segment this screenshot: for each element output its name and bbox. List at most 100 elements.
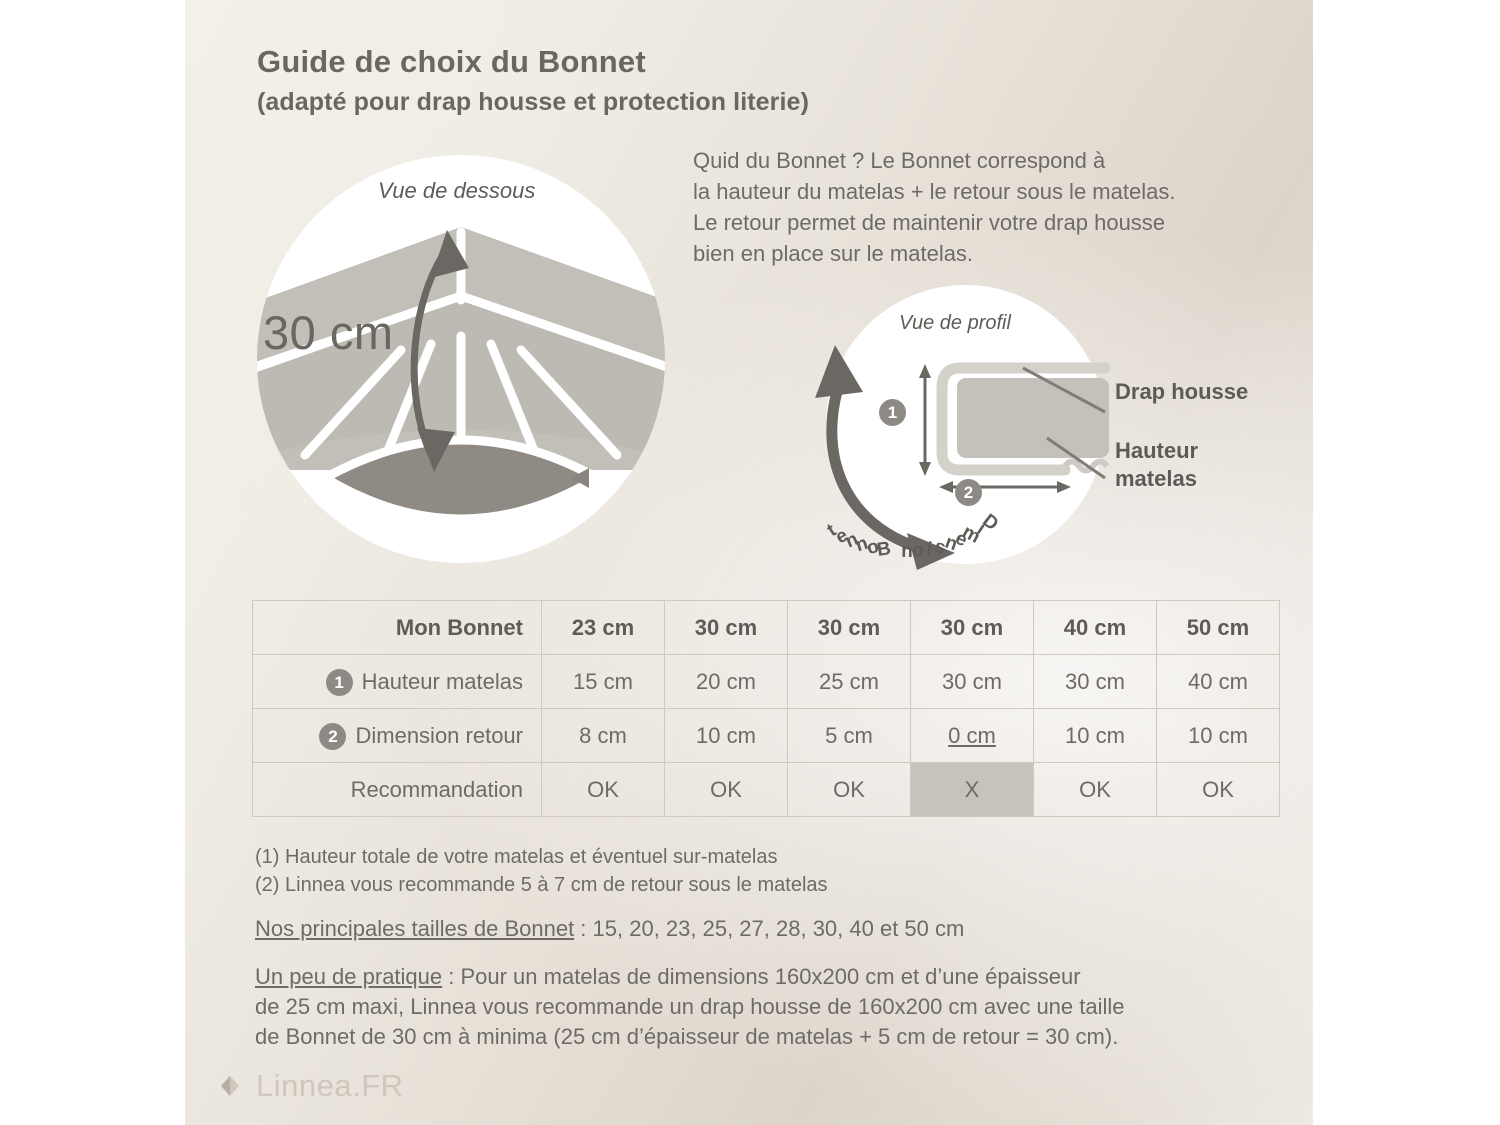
table-row: 1 Hauteur matelas 15 cm 20 cm 25 cm 30 cm 30 c… — [252, 654, 1280, 709]
footnote-2: (2) Linnea vous recommande 5 à 7 cm de r… — [255, 874, 828, 896]
practice-line-2: de 25 cm maxi, Linnea vous recommande un… — [255, 994, 1125, 1019]
sizes-line: Nos principales tailles de Bonnet : 15, … — [255, 916, 964, 942]
practice-line-1-text: : Pour un matelas de dimensions 160x200 … — [442, 964, 1081, 989]
bottom-view-caption: Vue de dessous — [378, 178, 536, 203]
bonnet-dimension-curve — [815, 345, 955, 570]
table-cell-value: OK — [587, 776, 619, 802]
brand-logo-text: Linnea.FR — [256, 1068, 404, 1103]
table-cell-value: OK — [1202, 776, 1234, 802]
height-measure-arrow — [410, 230, 469, 472]
sheet-left-band — [257, 227, 461, 382]
table-cell-value: OK — [710, 776, 742, 802]
callout-hauteur-matelas: Hauteur matelas — [1115, 437, 1198, 493]
table-cell-bonnet-5: 40 cm — [1033, 600, 1157, 655]
table-row-label: Mon Bonnet — [395, 614, 523, 640]
table-cell-hauteur-6: 40 cm — [1156, 654, 1280, 709]
dim2-arrowhead-left — [939, 481, 953, 493]
dim1-arrowhead-top — [919, 364, 931, 378]
callout-hauteur-line-2: matelas — [1115, 466, 1197, 491]
sheet-right-band — [461, 227, 665, 382]
table-cell-value: OK — [833, 776, 865, 802]
table-cell-retour-4: 0 cm — [910, 708, 1034, 763]
intro-line-4: bien en place sur le matelas. — [693, 241, 974, 266]
dim1-arrowhead-bottom — [919, 462, 931, 476]
table-cell-value: 0 cm — [948, 722, 996, 748]
table-cell-retour-3: 5 cm — [787, 708, 911, 763]
beige-panel: Guide de choix du Bonnet (adapté pour dr… — [185, 0, 1313, 1125]
table-row-label: Dimension retour — [355, 723, 523, 748]
footnote-1: (1) Hauteur totale de votre matelas et é… — [255, 846, 778, 868]
callout-line-hauteur-matelas — [1046, 436, 1106, 480]
table-cell-value: 15 cm — [573, 668, 633, 694]
table-cell-reco-5: OK — [1033, 762, 1157, 817]
table-cell-reco-6: OK — [1156, 762, 1280, 817]
table-cell-value: 10 cm — [696, 722, 756, 748]
mattress-corner-pocket — [325, 440, 597, 519]
table-cell-value: 40 cm — [1188, 668, 1248, 694]
table-cell-hauteur-2: 20 cm — [664, 654, 788, 709]
table-cell-value: 23 cm — [571, 614, 635, 640]
practice-line-3: de Bonnet de 30 cm à minima (25 cm d’épa… — [255, 1024, 1119, 1049]
leaf-diamond-icon — [221, 1076, 239, 1096]
table-cell-retour-5: 10 cm — [1033, 708, 1157, 763]
table-cell-retour-6: 10 cm — [1156, 708, 1280, 763]
profile-view-illustration — [815, 345, 1111, 570]
table-row-header-retour: 2 Dimension retour — [252, 708, 542, 763]
table-row: Mon Bonnet 23 cm 30 cm 30 cm 30 cm 40 cm 50 cm — [252, 600, 1280, 655]
table-cell-bonnet-2: 30 cm — [664, 600, 788, 655]
bonnet-table: Mon Bonnet 23 cm 30 cm 30 cm 30 cm 40 cm 50 cm… — [252, 600, 1280, 817]
page-subtitle: (adapté pour drap housse et protection l… — [257, 88, 809, 116]
table-cell-value: 10 cm — [1065, 722, 1125, 748]
table-cell-value: OK — [1079, 776, 1111, 802]
table-cell-value: X — [964, 776, 980, 802]
bottom-view-illustration — [257, 227, 665, 524]
table-cell-value: 5 cm — [825, 722, 873, 748]
fitted-sheet-outline — [936, 362, 1111, 476]
table-row-label: Hauteur matelas — [361, 669, 523, 694]
table-cell-reco-2: OK — [664, 762, 788, 817]
arc-letter: o — [911, 539, 925, 562]
sizes-label: Nos principales tailles de Bonnet — [255, 916, 575, 941]
table-cell-bonnet-1: 23 cm — [541, 600, 665, 655]
table-row-header-reco: Recommandation — [252, 762, 542, 817]
pocket-outline — [316, 435, 606, 524]
table-row: 2 Dimension retour 8 cm 10 cm 5 cm 0 cm 10 cm 1… — [252, 708, 1280, 763]
table-row-label: Recommandation — [350, 776, 523, 802]
callout-drap-housse: Drap housse — [1115, 379, 1249, 404]
table-cell-reco-1: OK — [541, 762, 665, 817]
arc-letter — [892, 540, 899, 562]
table-cell-value: 40 cm — [1063, 614, 1127, 640]
intro-line-3: Le retour permet de maintenir votre drap… — [693, 210, 1166, 235]
table-cell-bonnet-4: 30 cm — [910, 600, 1034, 655]
intro-paragraph: Quid du Bonnet ? Le Bonnet correspond à … — [693, 145, 1273, 269]
table-cell-reco-4: X — [910, 762, 1034, 817]
table-cell-value: 30 cm — [1065, 668, 1125, 694]
arc-letter: n — [900, 540, 913, 563]
practice-line-1: Un peu de pratique : Pour un matelas de … — [255, 962, 1125, 992]
table-cell-value: 30 cm — [694, 614, 758, 640]
bottom-view-measure-label: 30 cm — [263, 306, 394, 359]
callout-line-drap-housse — [1022, 366, 1106, 414]
table-cell-retour-1: 8 cm — [541, 708, 665, 763]
table-cell-hauteur-1: 15 cm — [541, 654, 665, 709]
arc-letter: s — [932, 535, 948, 559]
arc-letter: i — [924, 538, 934, 561]
table-cell-retour-2: 10 cm — [664, 708, 788, 763]
brand-logo: Linnea.FR — [215, 1068, 404, 1104]
table-cell-value: 10 cm — [1188, 722, 1248, 748]
profile-view-caption: Vue de profil — [899, 312, 1011, 334]
intro-line-2: la hauteur du matelas + le retour sous l… — [693, 179, 1176, 204]
diagram-badge-2: 2 — [955, 479, 982, 506]
table-cell-value: 20 cm — [696, 668, 756, 694]
practice-label: Un peu de pratique — [255, 964, 443, 989]
elastic-squiggle-icon — [1062, 458, 1110, 474]
dim2-arrowhead-right — [1057, 481, 1071, 493]
table-cell-value: 30 cm — [940, 614, 1004, 640]
table-badge-hauteur: 1 — [325, 668, 353, 696]
table-cell-value: 8 cm — [579, 722, 627, 748]
intro-line-1: Quid du Bonnet ? Le Bonnet correspond à — [693, 148, 1106, 173]
mattress-block — [957, 378, 1109, 458]
table-cell-hauteur-4: 30 cm — [910, 654, 1034, 709]
